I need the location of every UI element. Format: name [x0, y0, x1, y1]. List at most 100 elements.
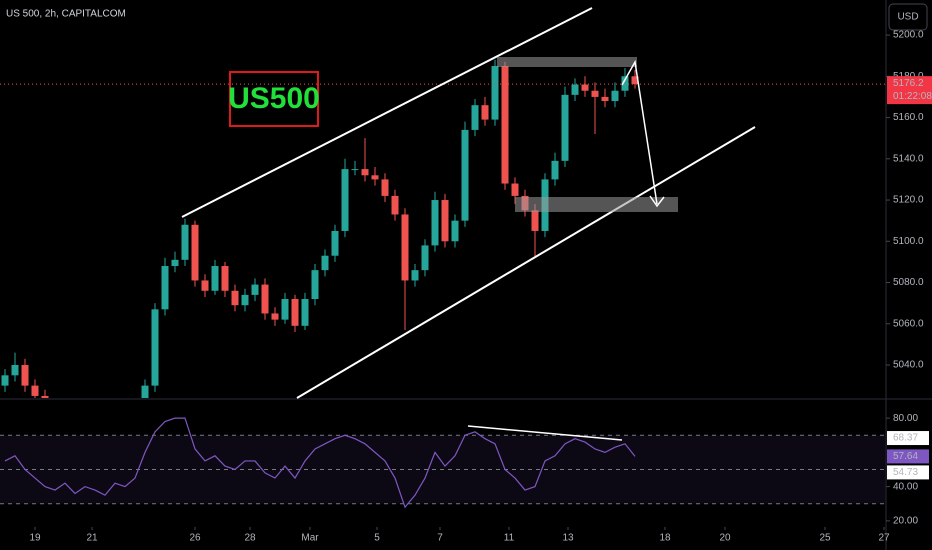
candle-body [441, 200, 449, 242]
candle-body [211, 266, 219, 291]
candle-body [551, 160, 559, 180]
candle-body [591, 90, 599, 97]
candle-body [421, 245, 429, 271]
candle-body [31, 385, 39, 396]
candle-body [261, 284, 269, 314]
rsi-tick-label: 80.00 [893, 413, 918, 424]
drawings [181, 7, 756, 441]
candle-body [491, 65, 499, 120]
candle-body [381, 179, 389, 196]
currency[interactable]: USD [897, 12, 918, 23]
x-tick-label: 21 [86, 533, 98, 544]
candle-body [301, 299, 309, 326]
rsi-marker-label: 54.73 [893, 467, 918, 478]
y-tick-label: 5140.0 [893, 153, 924, 164]
candle-body [291, 299, 299, 326]
annotation: US500 [228, 82, 320, 115]
x-tick-label: 7 [437, 533, 443, 544]
y-tick-label: 5040.0 [893, 360, 924, 371]
rsi-pane [0, 417, 885, 509]
resistance-zone [497, 57, 637, 67]
candle-body [251, 284, 259, 295]
x-tick-label: 20 [719, 533, 731, 544]
candle-body [471, 105, 479, 130]
y-tick-label: 5100.0 [893, 236, 924, 247]
currency-button[interactable] [888, 3, 928, 31]
rsi-marker-box [887, 431, 929, 446]
last-price-box [887, 76, 932, 105]
y-tick-label: 5060.0 [893, 318, 924, 329]
candle-body [41, 395, 49, 398]
candle-body [311, 270, 319, 300]
candle-body [11, 365, 19, 376]
candle-body [321, 255, 329, 271]
candle-body [581, 84, 589, 91]
rsi-trendline [467, 425, 623, 441]
candle-body [281, 299, 289, 320]
candle-body [451, 220, 459, 242]
arrow-head [649, 195, 665, 208]
candle-body [371, 175, 379, 180]
candle-body [631, 76, 639, 85]
candle-body [531, 210, 539, 231]
rsi-tick-label: 40.00 [893, 481, 918, 492]
y-tick-label: 5120.0 [893, 195, 924, 206]
rsi-marker-label: 57.64 [893, 451, 918, 462]
projection-arrow [621, 59, 658, 205]
support-zone [515, 197, 678, 212]
x-tick-label: Mar [301, 533, 319, 544]
candle-body [611, 90, 619, 102]
candle-body [341, 169, 349, 231]
candle-body [201, 280, 209, 291]
channel-upper [181, 7, 593, 218]
x-tick-label: 5 [374, 533, 380, 544]
candle-body [501, 65, 509, 184]
rsi-marker-label: 68.37 [893, 433, 918, 444]
candle-body [481, 105, 489, 120]
rsi-marker-box [887, 449, 929, 464]
y-tick-label: 5200.0 [893, 30, 924, 41]
annotation-box [229, 71, 319, 127]
candle-body [621, 76, 629, 91]
candle-body [151, 309, 159, 386]
candle-body [461, 129, 469, 221]
candle-body [1, 375, 9, 386]
x-tick-label: 11 [504, 533, 515, 544]
chart-title: US 500, 2h, CAPITALCOM [6, 9, 126, 20]
rsi-tick-label: 20.00 [893, 516, 918, 527]
x-tick-label: 25 [819, 533, 831, 544]
x-tick-label: 19 [29, 533, 41, 544]
candle-body [171, 259, 179, 267]
candle-body [561, 94, 569, 161]
candle-body [331, 230, 339, 256]
candle-body [241, 294, 249, 306]
candle-body [601, 96, 609, 102]
candle-body [221, 266, 229, 291]
candle-body [271, 313, 279, 320]
candle-body [401, 214, 409, 281]
axes: 5040.0 5060.0 5080.0 5100.0 5120.0 5140.0 5160… [29, 30, 932, 544]
candle-body [511, 183, 519, 196]
channel-lower [296, 126, 756, 399]
rsi-marker-box [887, 465, 929, 480]
rsi-line [4, 417, 636, 509]
candle-body [231, 290, 239, 306]
x-tick-label: 26 [189, 533, 201, 544]
candle-body [391, 195, 399, 215]
x-tick-label: 27 [878, 533, 890, 544]
candle-body [351, 169, 359, 171]
y-tick-label: 5080.0 [893, 277, 924, 288]
candle-body [411, 270, 419, 281]
candle-body [141, 385, 149, 398]
candle-body [191, 224, 199, 281]
candle-body [361, 169, 369, 176]
x-tick-label: 28 [244, 533, 256, 544]
candle-body [21, 365, 29, 386]
y-tick-label: 5160.0 [893, 112, 924, 123]
candle-body [571, 84, 579, 95]
last-price-label: 5176.2 [893, 78, 924, 89]
x-tick-label: 13 [562, 533, 574, 544]
